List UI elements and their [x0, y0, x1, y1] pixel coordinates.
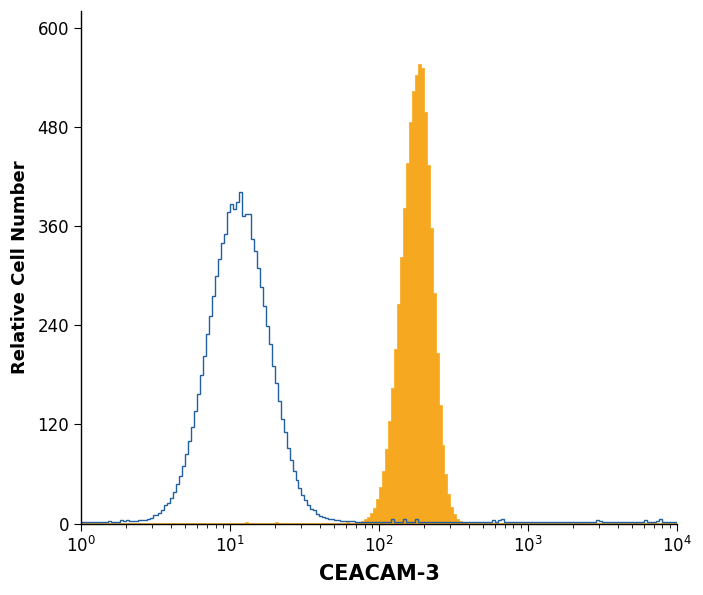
- Y-axis label: Relative Cell Number: Relative Cell Number: [11, 161, 29, 374]
- X-axis label: CEACAM-3: CEACAM-3: [318, 564, 439, 584]
